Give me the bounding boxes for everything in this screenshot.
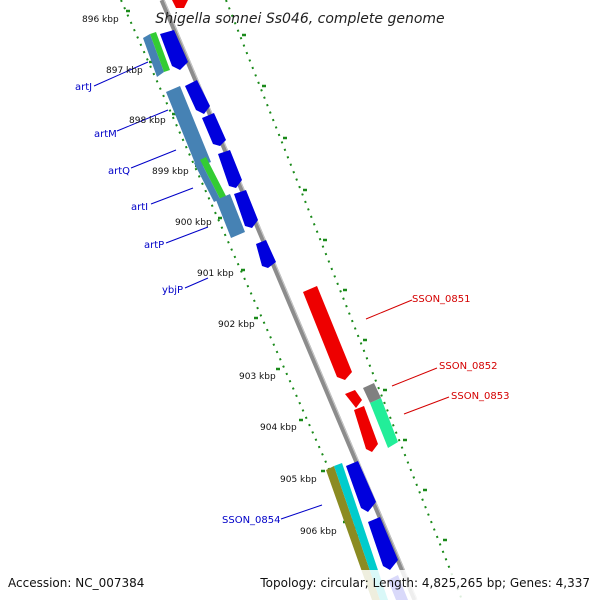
sson0854-olive	[326, 466, 380, 600]
cds-top-partial	[172, 0, 188, 8]
accession-text: Accession: NC_007384	[8, 576, 144, 590]
gene-label-ybjP[interactable]: ybjP	[162, 285, 183, 296]
kbp-label: 905 kbp	[280, 475, 317, 485]
kbp-label: 899 kbp	[152, 167, 189, 177]
kbp-label: 906 kbp	[300, 527, 337, 537]
kbp-label: 897 kbp	[106, 66, 143, 76]
forward-features	[143, 30, 408, 600]
gene-label-SSON_0852[interactable]: SSON_0852	[439, 361, 498, 372]
cds-blue-3	[202, 113, 226, 146]
kbp-label: 904 kbp	[260, 423, 297, 433]
kbp-label: 902 kbp	[218, 320, 255, 330]
kbp-label: 898 kbp	[129, 116, 166, 126]
SSON_0852-feature-b	[354, 406, 378, 452]
gene-label-artP[interactable]: artP	[144, 240, 164, 251]
outer-guide-line	[225, 0, 463, 600]
artJ-feature	[143, 34, 164, 77]
cds-blue-5	[234, 190, 258, 228]
topology-text: Topology: circular; Length: 4,825,265 bp…	[259, 576, 590, 590]
reverse-features	[303, 286, 398, 452]
gene-label-SSON_0851[interactable]: SSON_0851	[412, 294, 471, 305]
cds-blue-7	[368, 517, 398, 570]
SSON_0851-feature	[303, 286, 352, 380]
kbp-label: 903 kbp	[239, 372, 276, 382]
gene-label-artJ[interactable]: artJ	[75, 82, 92, 93]
artQ-feature	[194, 160, 220, 202]
artQ-feature-green	[200, 157, 226, 199]
kbp-label: 900 kbp	[175, 218, 212, 228]
footer-background	[0, 570, 600, 600]
label-leaders	[93, 61, 450, 520]
gene-label-SSON_0853[interactable]: SSON_0853	[451, 391, 510, 402]
gene-label-artQ[interactable]: artQ	[108, 166, 130, 177]
page-title: Shigella sonnei Ss046, complete genome	[155, 11, 444, 27]
cds-blue-4	[218, 150, 242, 188]
reverse-gene-labels: SSON_0851 SSON_0852 SSON_0853	[412, 294, 510, 402]
outer-guide-ticks	[242, 33, 447, 542]
SSON_0852-feature-a	[345, 390, 362, 408]
kbp-tick-marks	[126, 9, 347, 524]
artI-feature	[216, 194, 245, 238]
artJ-feature-green	[150, 32, 170, 72]
kbp-label: 901 kbp	[197, 269, 234, 279]
inner-guide-line	[120, 0, 388, 600]
SSON_0853-feature	[370, 398, 398, 448]
SSON_0853-gray	[363, 383, 381, 403]
ybjP-feature	[256, 240, 276, 268]
cds-blue-6	[346, 461, 376, 512]
sson0854-cyan	[334, 463, 388, 600]
cds-blue-1	[160, 30, 188, 70]
gene-label-artM[interactable]: artM	[94, 129, 117, 140]
kbp-label: 896 kbp	[82, 15, 119, 25]
kbp-labels: 896 kbp 897 kbp 898 kbp 899 kbp 900 kbp …	[82, 15, 337, 537]
forward-gene-labels: artJ artM artQ artI artP ybjP SSON_0854	[75, 82, 281, 526]
gene-label-artI[interactable]: artI	[131, 202, 148, 213]
gene-label-SSON_0854[interactable]: SSON_0854	[222, 515, 281, 526]
artM-feature	[166, 86, 211, 168]
cds-blue-2	[185, 80, 210, 114]
